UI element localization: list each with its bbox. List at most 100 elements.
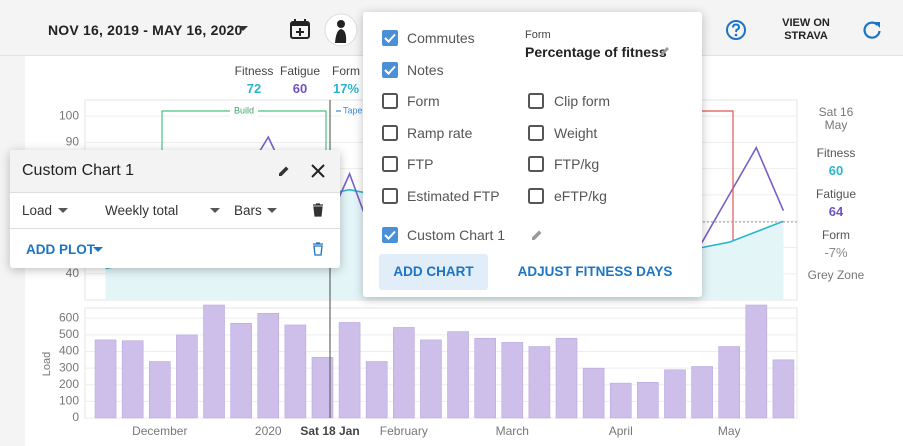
- option-label[interactable]: Ramp rate: [407, 125, 473, 141]
- checkmark: [384, 230, 396, 240]
- bar: [528, 346, 551, 419]
- y-tick-label: 300: [59, 360, 79, 374]
- help-icon[interactable]: [725, 19, 747, 41]
- checkbox-outline: [382, 125, 398, 141]
- load-chart: 0 100 200 300 400 500 600 Load December 2020 Febru…: [41, 304, 797, 438]
- edit-icon[interactable]: [659, 45, 671, 57]
- checkbox[interactable]: [381, 124, 399, 142]
- bar: [772, 359, 795, 419]
- y-axis-title: Load: [41, 352, 53, 376]
- checkbox-outline: [528, 188, 544, 204]
- dropdown-icon[interactable]: [236, 24, 250, 34]
- checkbox-fill: [382, 30, 398, 46]
- date-range[interactable]: NOV 16, 2019 - MAY 16, 2020: [48, 22, 243, 38]
- summary-value: 60: [292, 81, 308, 96]
- bar: [365, 361, 388, 419]
- bar: [745, 304, 768, 419]
- checkbox[interactable]: [527, 124, 545, 142]
- option-label[interactable]: Custom Chart 1: [407, 227, 506, 243]
- option-label[interactable]: FTP: [407, 156, 434, 172]
- option-label[interactable]: eFTP/kg: [554, 188, 607, 204]
- summary-item: Form 17%: [324, 64, 368, 96]
- panel-title: Custom Chart 1: [22, 162, 135, 179]
- y-tick-label: 500: [59, 327, 79, 341]
- adjust-fitness-days-button[interactable]: ADJUST FITNESS DAYS: [517, 264, 673, 279]
- annotation-label: Tape: [343, 105, 363, 115]
- checkbox[interactable]: [381, 61, 399, 79]
- dropdown-icon[interactable]: [209, 207, 221, 215]
- checkbox[interactable]: [381, 187, 399, 205]
- x-tick-label: May: [718, 424, 741, 438]
- y-tick-label: 100: [59, 394, 79, 408]
- checkmark: [384, 65, 396, 75]
- summary-label: Fitness: [234, 64, 274, 78]
- annotation-bg: [341, 104, 363, 117]
- side-label: Form: [822, 228, 850, 242]
- checkbox[interactable]: [381, 155, 399, 173]
- divider: [10, 228, 340, 229]
- checkbox-fill: [382, 62, 398, 78]
- summary-value: 72: [246, 81, 262, 96]
- aggregation-select[interactable]: Weekly total: [105, 203, 179, 218]
- y-tick-label: 40: [66, 266, 80, 280]
- edit-icon[interactable]: [530, 228, 544, 242]
- style-select[interactable]: Bars: [234, 203, 262, 218]
- option-label[interactable]: Form: [407, 93, 440, 109]
- edit-icon[interactable]: [277, 164, 291, 178]
- add-plot-button[interactable]: ADD PLOT: [26, 242, 95, 257]
- side-value: 60: [828, 163, 844, 178]
- checkbox[interactable]: [527, 187, 545, 205]
- form-setting-value[interactable]: Percentage of fitness: [525, 44, 667, 60]
- bar: [447, 331, 469, 419]
- y-tick-label: 200: [59, 377, 79, 391]
- checkbox[interactable]: [527, 155, 545, 173]
- cursor-label: Sat 18 Jan: [300, 424, 359, 438]
- checkbox[interactable]: [381, 92, 399, 110]
- x-tick-label: December: [132, 424, 187, 438]
- annotation-label: Build: [234, 105, 254, 115]
- bar: [637, 381, 659, 419]
- side-label: Fitness: [816, 146, 856, 160]
- close-icon[interactable]: [310, 163, 326, 179]
- dropdown-icon[interactable]: [57, 207, 69, 215]
- summary-item: Fitness 72: [232, 64, 276, 96]
- bar: [664, 369, 686, 419]
- metric-select[interactable]: Load: [22, 203, 53, 218]
- summary-item: Fatigue 60: [278, 64, 322, 96]
- dropdown-icon[interactable]: [266, 207, 278, 215]
- checkbox[interactable]: [527, 92, 545, 110]
- race-annotation: [700, 110, 734, 240]
- y-tick-label: 400: [59, 344, 79, 358]
- calendar-icon[interactable]: [289, 18, 311, 40]
- checkmark: [384, 33, 396, 43]
- delete-icon[interactable]: [312, 242, 324, 256]
- bar: [501, 342, 524, 419]
- x-tick-label: February: [380, 424, 428, 438]
- side-items: Fitness 60 Fatigue 64 Form -7%: [800, 146, 872, 260]
- delete-icon[interactable]: [312, 203, 324, 217]
- checkbox[interactable]: [381, 226, 399, 244]
- checkbox-outline: [382, 188, 398, 204]
- checkbox[interactable]: [381, 29, 399, 47]
- y-tick-label: 600: [59, 310, 79, 324]
- option-label[interactable]: Clip form: [554, 93, 611, 109]
- option-label[interactable]: Estimated FTP: [407, 188, 500, 204]
- view-on-strava[interactable]: VIEW ON STRAVA: [782, 17, 830, 42]
- bar: [94, 339, 117, 419]
- avatar[interactable]: [324, 13, 358, 47]
- dropdown-icon[interactable]: [92, 246, 104, 254]
- checkbox-outline: [382, 93, 398, 109]
- option-label[interactable]: Weight: [554, 125, 598, 141]
- side-label: Fatigue: [815, 187, 857, 201]
- option-label[interactable]: FTP/kg: [554, 156, 600, 172]
- checkbox-outline: [528, 125, 544, 141]
- option-label[interactable]: Notes: [407, 62, 444, 78]
- summary-label: Fatigue: [279, 64, 321, 78]
- option-label[interactable]: Commutes: [407, 30, 475, 46]
- cursor-label-bg: [298, 424, 362, 440]
- bar: [121, 340, 144, 419]
- add-chart-button[interactable]: ADD CHART: [379, 254, 488, 290]
- x-tick-label: March: [496, 424, 529, 438]
- bar: [420, 339, 442, 419]
- refresh-icon[interactable]: [861, 19, 883, 41]
